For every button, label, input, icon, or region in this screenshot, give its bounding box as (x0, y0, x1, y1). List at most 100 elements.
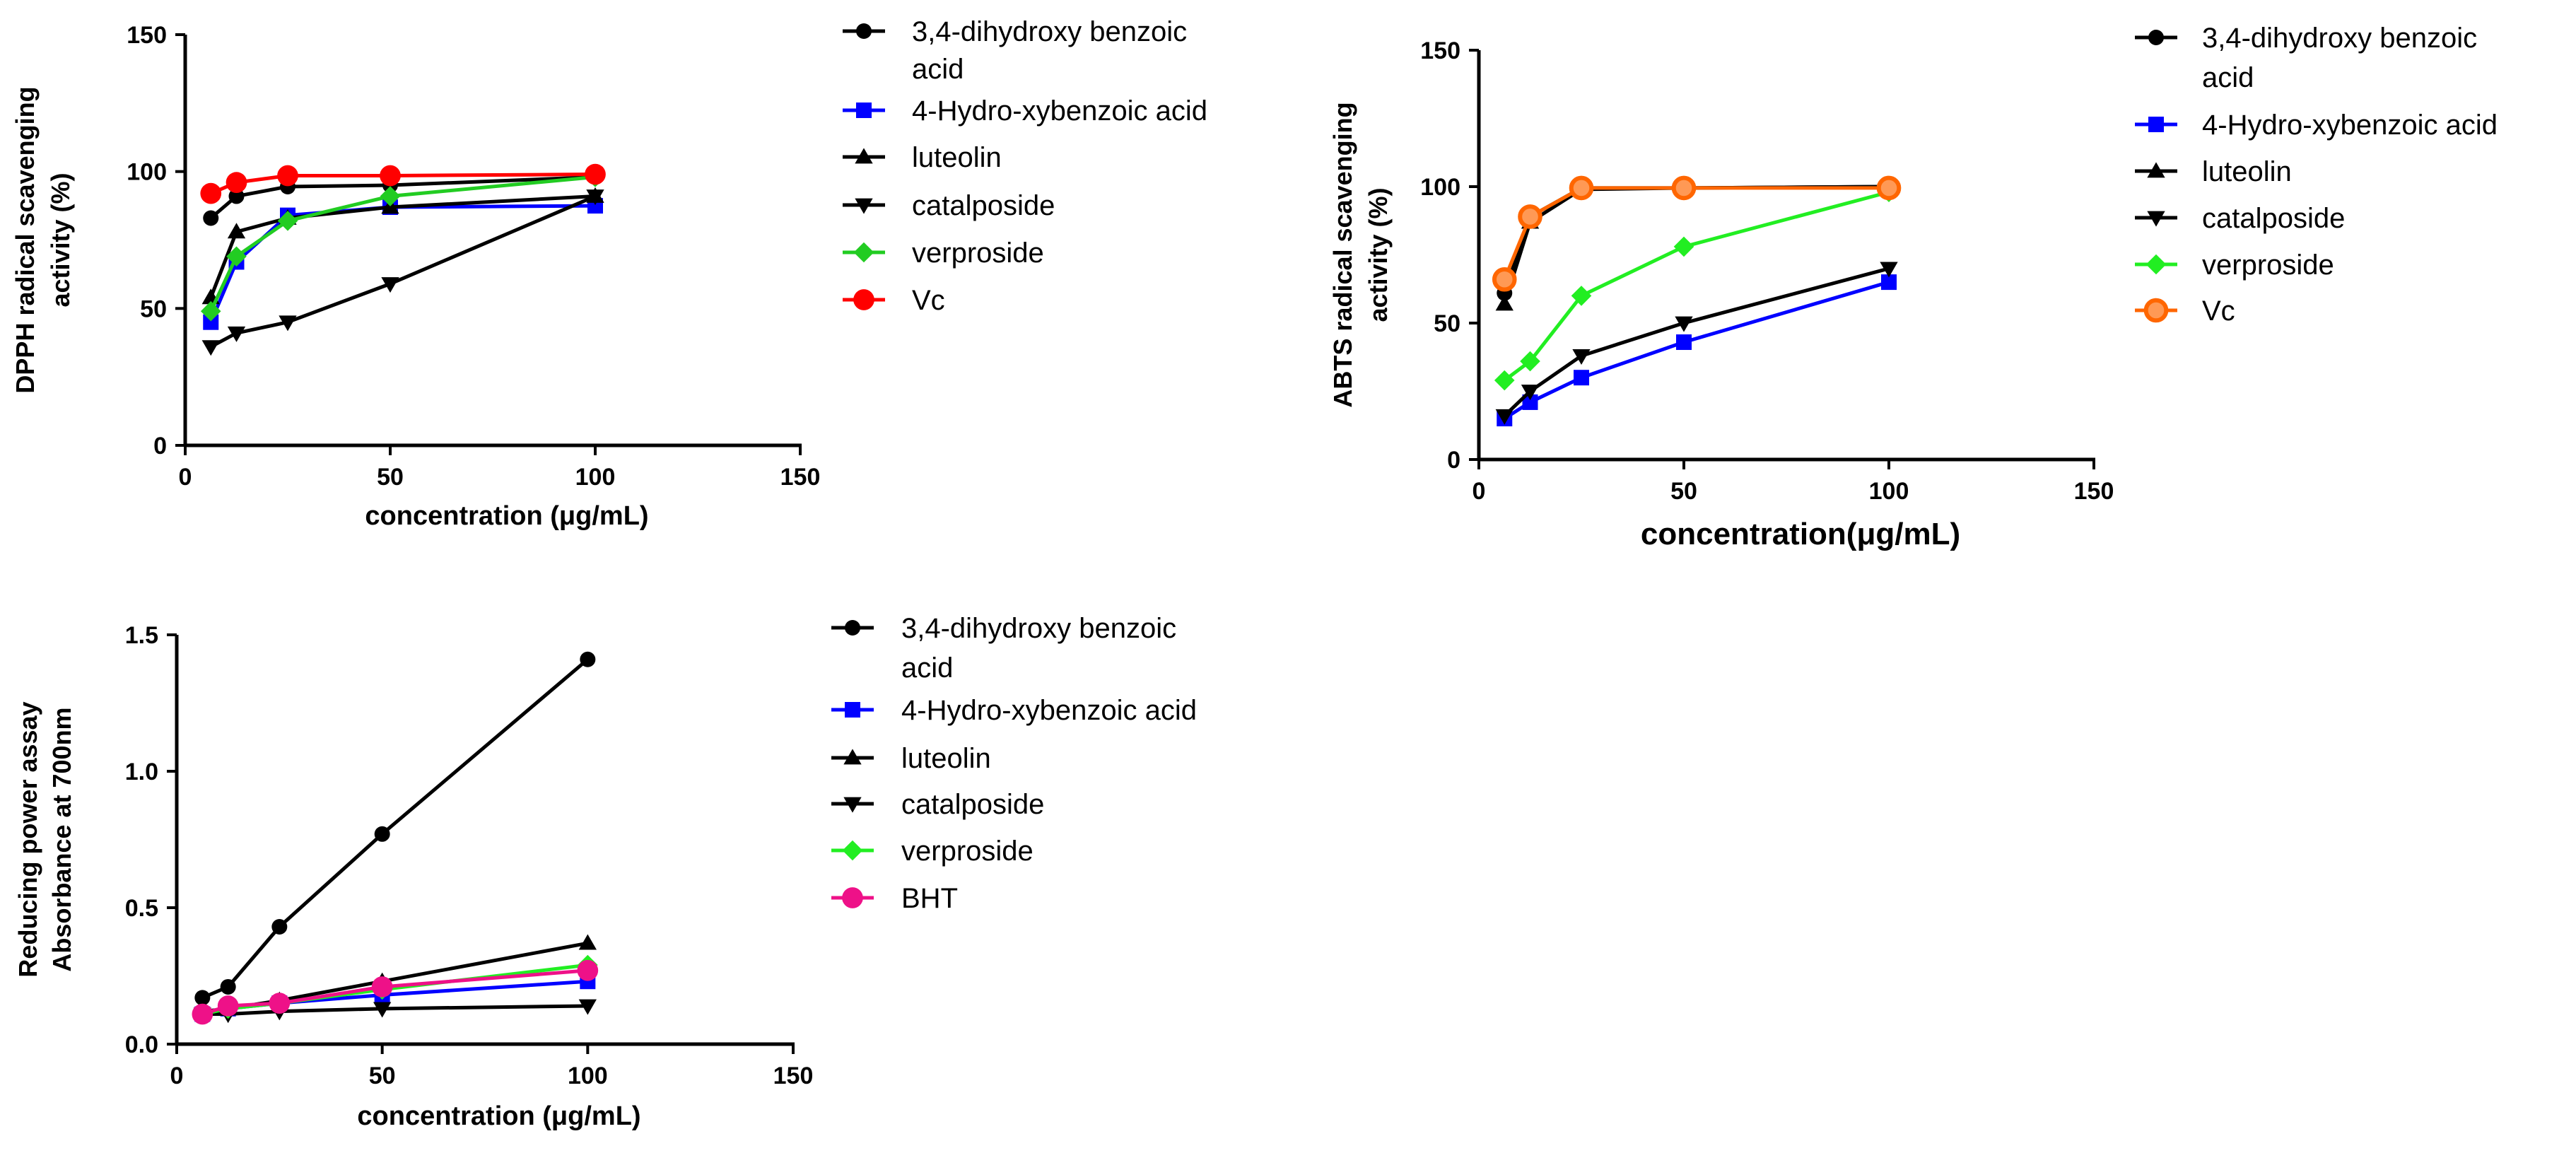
x-tick-label: 100 (568, 1063, 608, 1089)
x-tick-label: 0 (170, 1063, 184, 1089)
data-point (203, 210, 219, 226)
data-point (1494, 370, 1515, 391)
y-axis-label: activity (%) (1364, 187, 1393, 322)
legend-label: Vc (912, 285, 945, 316)
y-axis-label: DPPH radical scavenging (11, 86, 40, 393)
series-line (202, 941, 588, 1014)
series-bht (192, 959, 599, 1025)
legend-label: BHT (901, 883, 958, 914)
data-point (380, 186, 401, 206)
series-line (201, 657, 589, 1000)
data-point (1521, 385, 1540, 401)
legend-marker (843, 797, 862, 813)
legend-marker (2147, 162, 2165, 178)
legend-marker (855, 198, 873, 214)
data-point (580, 651, 596, 667)
legend-item: catalposide (2135, 203, 2345, 234)
legend-label: 3,4-dihydroxy benzoic (2202, 23, 2477, 54)
y-tick-label: 100 (1420, 174, 1460, 201)
legend-label: verproside (2202, 250, 2334, 281)
legend-label: catalposide (901, 789, 1044, 820)
series-vc (200, 163, 606, 204)
data-point (1673, 236, 1694, 257)
y-tick-label: 50 (140, 295, 167, 322)
series-verproside (200, 167, 606, 322)
legend-label: verproside (912, 238, 1044, 269)
legend-item: verproside (2135, 250, 2334, 281)
legend-marker (853, 289, 874, 310)
legend-item: luteolin (831, 743, 991, 774)
data-point (227, 326, 246, 342)
legend-label-wrap: acid (912, 54, 964, 85)
data-point (578, 934, 597, 950)
series-4-hydro-xybenzoic-acid (194, 973, 596, 1022)
data-point (277, 165, 298, 187)
legend-label: 3,4-dihydroxy benzoic (901, 613, 1176, 644)
legend-item: luteolin (2135, 156, 2292, 187)
data-point (269, 993, 291, 1014)
series-line (1502, 185, 1890, 305)
series-verproside (1494, 182, 1899, 391)
x-tick-label: 50 (1670, 478, 1697, 505)
data-point (585, 163, 606, 185)
legend-label: luteolin (901, 743, 991, 774)
legend-item: 3,4-dihydroxy benzoic acid (2135, 23, 2477, 93)
legend-item: 4-Hydro-xybenzoic acid (843, 95, 1207, 127)
data-point (1518, 204, 1542, 229)
legend-label: verproside (901, 836, 1034, 867)
series-line (210, 194, 596, 349)
data-point (1880, 262, 1898, 278)
data-point (201, 340, 220, 356)
legend-label: luteolin (2202, 156, 2292, 187)
series-line (209, 194, 596, 298)
y-tick-label: 0.5 (125, 895, 158, 922)
data-point (217, 995, 239, 1017)
x-axis-label: concentration(μg/mL) (1641, 517, 1960, 551)
data-point (1520, 351, 1540, 372)
legend-marker (842, 840, 863, 861)
legend-marker (853, 242, 874, 263)
data-point (1676, 334, 1692, 351)
data-point (380, 165, 401, 187)
data-point (226, 246, 247, 267)
y-tick-label: 150 (127, 22, 167, 49)
data-point (577, 959, 599, 981)
data-point (1569, 175, 1594, 201)
data-point (1876, 175, 1902, 201)
series-catalposide (201, 189, 604, 356)
legend-item: verproside (831, 836, 1034, 867)
chart-dpph: 0 50 100 150 0 50 100 150 concentration (μg/mL) D… (11, 16, 1207, 531)
x-tick-label: 0 (179, 464, 192, 491)
y-tick-label: 150 (1420, 37, 1460, 64)
legend-item: verproside (843, 238, 1044, 269)
data-point (1572, 349, 1591, 365)
y-tick-label: 0.0 (125, 1031, 158, 1058)
legend-label: catalposide (2202, 203, 2345, 234)
data-point (1571, 286, 1592, 306)
y-axis-label: activity (%) (46, 172, 75, 307)
data-point (1574, 370, 1589, 386)
data-point (578, 999, 597, 1015)
data-point (1671, 175, 1697, 201)
data-point (200, 182, 222, 204)
legend-marker (2147, 211, 2165, 227)
legend-label: 4-Hydro-xybenzoic acid (912, 95, 1207, 127)
data-point (279, 315, 297, 332)
legend-label: catalposide (912, 190, 1055, 221)
series-line (1503, 280, 1890, 421)
legend-label: Vc (2202, 295, 2235, 327)
y-axis-label: Reducing power assay (13, 701, 42, 977)
legend-marker (2143, 298, 2169, 323)
data-point (1495, 409, 1514, 425)
x-tick-label: 150 (773, 1063, 814, 1089)
series-line (1503, 190, 1890, 382)
legend-item: Vc (843, 285, 945, 316)
legend-item: 4-Hydro-xybenzoic acid (2135, 110, 2498, 141)
data-point (1522, 394, 1538, 410)
x-tick-label: 0 (1473, 478, 1486, 505)
data-point (1675, 316, 1693, 332)
legend-label: 4-Hydro-xybenzoic acid (901, 695, 1197, 726)
series-vc (1492, 175, 1902, 292)
x-tick-label: 50 (369, 1063, 396, 1089)
